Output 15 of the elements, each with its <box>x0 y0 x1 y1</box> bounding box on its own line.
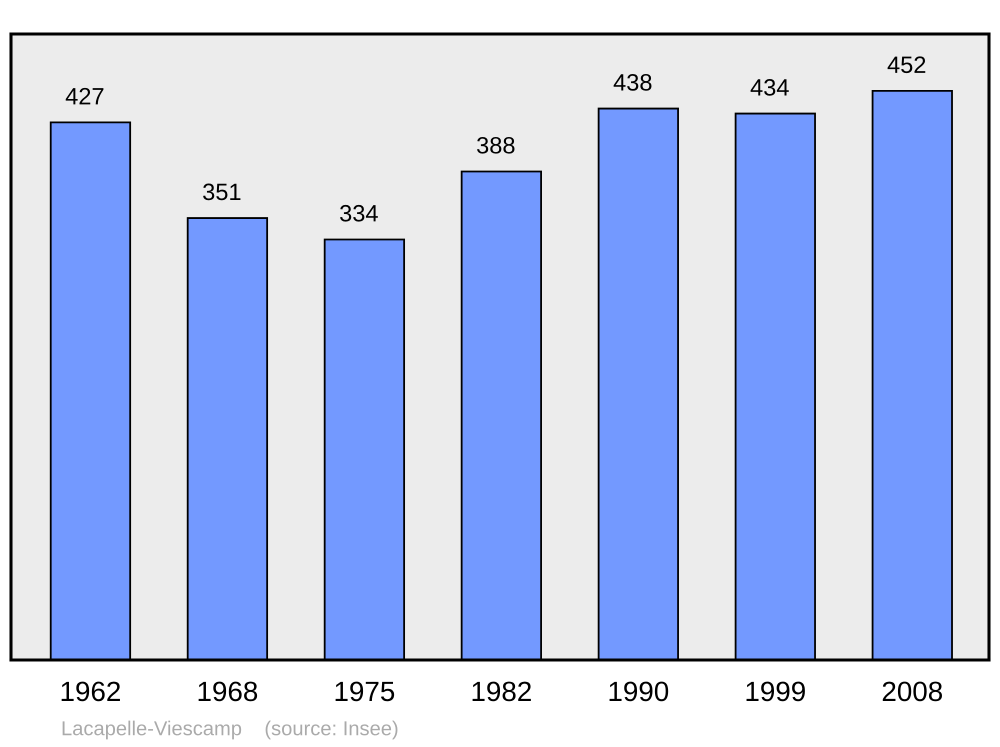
data-label: 438 <box>614 74 652 91</box>
data-label: 334 <box>340 204 378 222</box>
x-tick-label: 1975 <box>336 682 394 702</box>
text: Lacapelle-Viescamp (source: Insee) <box>62 720 398 740</box>
x-tick-label: 1968 <box>198 682 258 702</box>
x-tick-label: 1962 <box>62 682 120 702</box>
data-label: 434 <box>750 79 789 96</box>
x-tick-label: 2008 <box>882 682 942 702</box>
data-label: 351 <box>203 184 240 200</box>
data-label: 427 <box>66 88 104 104</box>
x-tick-label: 1982 <box>472 682 531 702</box>
x-tick-label: 1999 <box>746 682 805 702</box>
data-label: 452 <box>888 56 926 74</box>
x-tick-label: 1990 <box>610 682 668 702</box>
data-label: 388 <box>477 136 514 154</box>
